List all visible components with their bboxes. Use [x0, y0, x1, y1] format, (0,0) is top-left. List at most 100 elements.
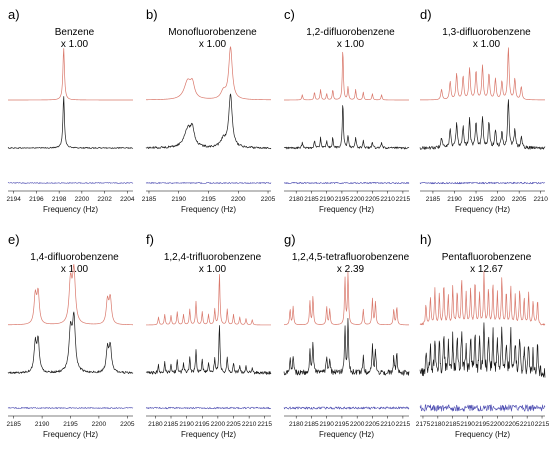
x-tick-label: 2185 [164, 421, 179, 428]
panel-letter: h) [420, 232, 432, 247]
x-tick-label: 2190 [179, 421, 194, 428]
panel-scale: x 1.00 [61, 39, 89, 50]
x-tick-label: 2180 [431, 421, 446, 428]
panel-scale: x 1.00 [199, 39, 227, 50]
panel-scale: x 1.00 [473, 39, 501, 50]
panel-title: Benzene [55, 27, 95, 38]
x-tick-label: 2205 [512, 196, 527, 203]
x-tick-label: 2190 [460, 421, 475, 428]
x-axis-label: Frequency (Hz) [319, 205, 374, 214]
panel-scale: x 1.00 [337, 39, 365, 50]
x-tick-label: 2205 [365, 421, 380, 428]
x-tick-label: 2185 [304, 196, 319, 203]
simulated-spectrum [146, 274, 271, 326]
difference-spectrum [419, 181, 546, 185]
x-axis-label: Frequency (Hz) [319, 430, 374, 439]
panel-title: 1,3-difluorobenzene [442, 27, 531, 38]
difference-spectrum [7, 407, 134, 409]
experimental-spectrum [283, 105, 410, 150]
x-tick-label: 2196 [29, 196, 44, 203]
x-tick-label: 2185 [304, 421, 319, 428]
panel-letter: f) [146, 232, 154, 247]
simulated-spectrum [283, 271, 410, 326]
x-tick-label: 2200 [231, 196, 246, 203]
simulated-spectrum [146, 46, 271, 101]
x-tick-label: 2210 [380, 421, 395, 428]
panel-title: 1,4-difluorobenzene [30, 252, 119, 263]
x-tick-label: 2200 [490, 196, 505, 203]
experimental-spectrum [283, 318, 410, 376]
x-axis-label: Frequency (Hz) [181, 205, 236, 214]
difference-spectrum [283, 181, 410, 185]
x-axis-label: Frequency (Hz) [455, 430, 510, 439]
panel-title: 1,2,4,5-tetrafluorobenzene [292, 252, 410, 263]
x-tick-label: 2205 [365, 196, 380, 203]
panel-title: Monofluorobenzene [168, 27, 257, 38]
simulated-spectrum [284, 51, 410, 101]
experimental-spectrum [7, 311, 134, 374]
x-tick-label: 2210 [380, 196, 395, 203]
x-axis-label: Frequency (Hz) [43, 205, 98, 214]
x-tick-label: 2180 [289, 196, 304, 203]
x-tick-label: 2200 [490, 421, 505, 428]
x-tick-label: 2190 [319, 196, 334, 203]
experimental-spectrum [145, 93, 272, 150]
x-tick-label: 2205 [120, 421, 135, 428]
simulated-spectrum [8, 48, 133, 101]
panel-letter: d) [420, 7, 432, 22]
panel-letter: b) [146, 7, 158, 22]
x-tick-label: 2190 [319, 421, 334, 428]
x-tick-label: 2210 [533, 196, 548, 203]
x-tick-label: 2202 [97, 196, 112, 203]
x-tick-label: 2185 [142, 196, 157, 203]
x-tick-label: 2195 [201, 196, 216, 203]
x-tick-label: 2200 [92, 421, 107, 428]
panel-title: Pentafluorobenzene [442, 252, 532, 263]
x-tick-label: 2210 [242, 421, 257, 428]
x-tick-label: 2185 [6, 421, 21, 428]
x-tick-label: 2200 [211, 421, 226, 428]
experimental-spectrum [7, 96, 134, 149]
x-tick-label: 2215 [258, 421, 273, 428]
x-tick-label: 2195 [475, 421, 490, 428]
x-tick-label: 2195 [335, 421, 350, 428]
x-tick-label: 2205 [261, 196, 276, 203]
x-tick-label: 2195 [195, 421, 210, 428]
panel-scale: x 2.39 [337, 264, 365, 275]
experimental-spectrum [419, 99, 546, 150]
simulated-spectrum [7, 264, 134, 326]
x-tick-label: 2195 [469, 196, 484, 203]
panel-letter: a) [8, 7, 20, 22]
difference-spectrum [145, 182, 272, 184]
x-tick-label: 2190 [172, 196, 187, 203]
x-tick-label: 2200 [350, 196, 365, 203]
x-tick-label: 2210 [520, 421, 535, 428]
panel-letter: e) [8, 232, 20, 247]
panel-letter: g) [284, 232, 296, 247]
x-tick-label: 2215 [396, 196, 411, 203]
difference-spectrum [145, 406, 272, 410]
x-tick-label: 2195 [335, 196, 350, 203]
panel-title: 1,2-difluorobenzene [306, 27, 395, 38]
x-tick-label: 2215 [535, 421, 550, 428]
x-tick-label: 2215 [396, 421, 411, 428]
difference-spectrum [419, 404, 546, 412]
difference-spectrum [283, 406, 410, 410]
x-tick-label: 2194 [6, 196, 21, 203]
x-tick-label: 2195 [63, 421, 78, 428]
panel-letter: c) [284, 7, 295, 22]
x-tick-label: 2205 [226, 421, 241, 428]
x-tick-label: 2175 [416, 421, 431, 428]
panel-title: 1,2,4-trifluorobenzene [164, 252, 262, 263]
x-tick-label: 2185 [426, 196, 441, 203]
x-tick-label: 2204 [120, 196, 135, 203]
panel-scale: x 1.00 [199, 264, 227, 275]
x-tick-label: 2180 [289, 421, 304, 428]
